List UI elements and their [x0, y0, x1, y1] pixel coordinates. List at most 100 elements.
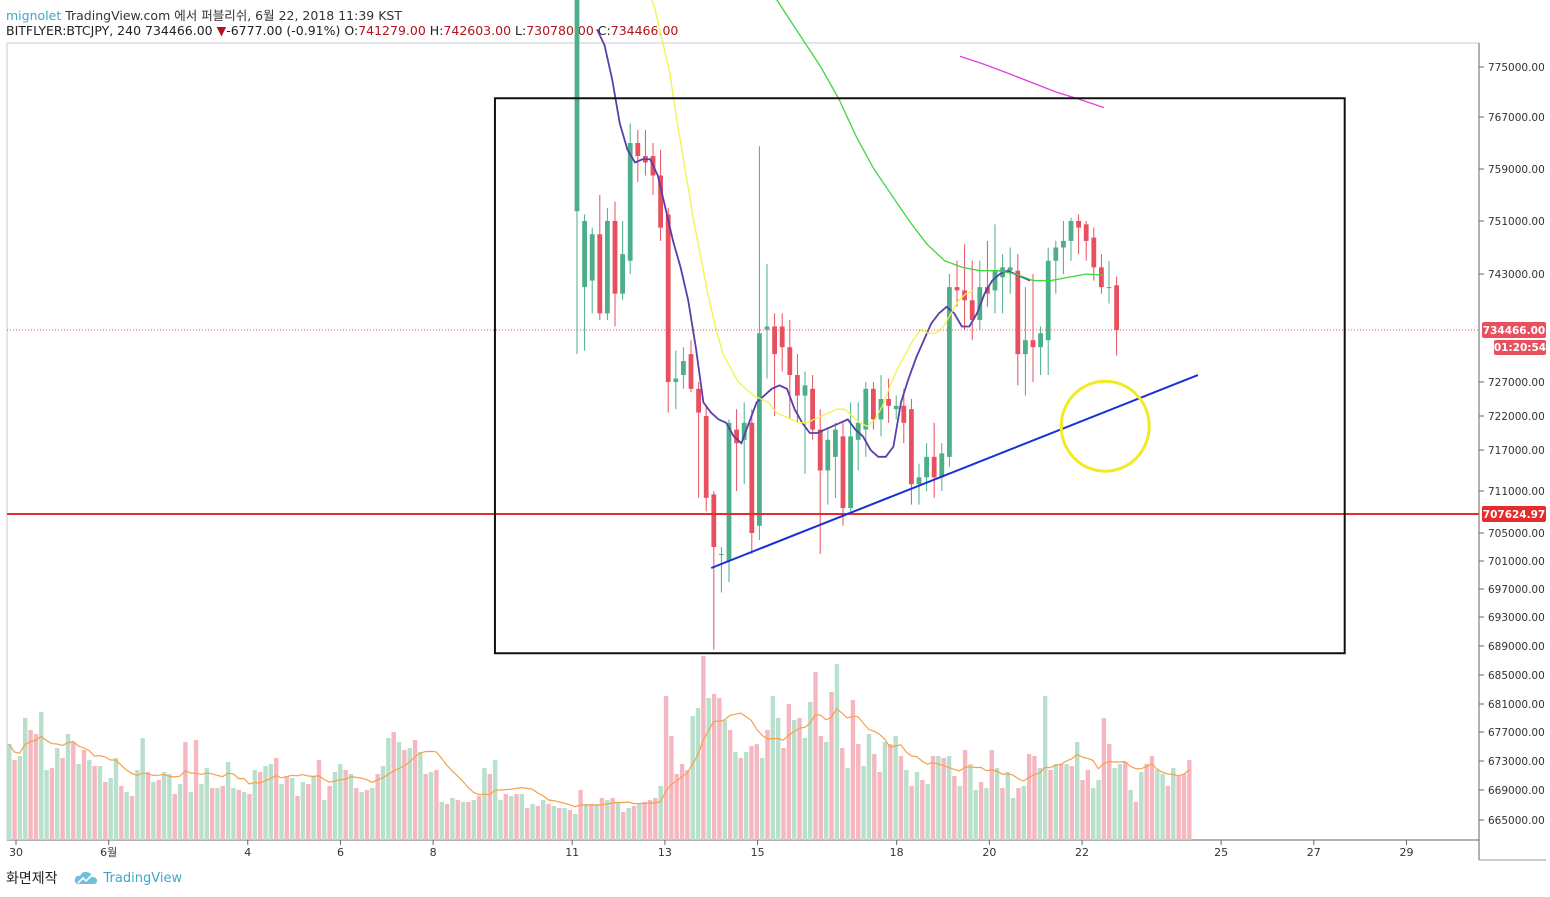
volume-bar — [450, 798, 455, 840]
candle-body — [810, 388, 815, 430]
volume-bar — [1069, 766, 1075, 840]
volume-bar — [300, 782, 306, 840]
volume-bar — [193, 740, 199, 840]
volume-bar — [439, 802, 444, 840]
volume-bar — [615, 802, 621, 840]
volume-bar — [1123, 762, 1128, 840]
volume-bar — [1128, 790, 1133, 840]
volume-bar — [209, 788, 215, 840]
volume-bar — [1021, 786, 1026, 840]
time-tick-label: 15 — [751, 846, 765, 859]
moving-average-line — [959, 55, 1105, 109]
candle — [886, 378, 891, 423]
volume-bar — [1080, 780, 1085, 840]
volume-bar — [204, 768, 209, 840]
volume-bar — [407, 748, 412, 840]
candle-body — [1099, 267, 1104, 288]
candle — [1053, 240, 1059, 294]
volume-bar — [1107, 744, 1112, 840]
candle-body — [848, 436, 853, 509]
candle-body — [711, 494, 717, 547]
volume-bar — [962, 750, 968, 840]
volume-bar — [973, 790, 978, 840]
volume-bar — [71, 742, 76, 840]
volume-bar — [39, 712, 44, 840]
volume-bar — [775, 718, 781, 840]
candle — [1007, 247, 1013, 294]
volume-bar — [375, 774, 380, 840]
volume-bar — [476, 796, 482, 840]
volume-bar — [1171, 768, 1176, 840]
volume-bar — [124, 792, 129, 840]
candle — [749, 409, 755, 554]
volume-bar — [364, 790, 370, 840]
volume-bar — [1026, 754, 1032, 840]
volume-bar — [332, 772, 338, 840]
volume-bar — [1176, 776, 1181, 840]
volume-bar — [882, 742, 888, 840]
volume-bar — [284, 776, 290, 840]
volume-bar — [81, 750, 87, 840]
price-tick-label: 685000.00 — [1488, 670, 1545, 682]
volume-bar — [92, 766, 97, 840]
chart-axes — [6, 42, 1546, 861]
price-chart[interactable]: 775000.00 767000.00 759000.00 751000.00 7430… — [0, 0, 1550, 865]
candle-body — [817, 429, 823, 471]
candle-body — [1083, 224, 1089, 241]
volume-bar — [578, 790, 583, 840]
moving-averages — [596, 0, 1105, 458]
volume-bar — [968, 764, 973, 840]
author-name[interactable]: mignolet — [6, 8, 62, 23]
candle — [696, 382, 701, 498]
candle-body — [969, 300, 975, 320]
volume-bar — [380, 766, 386, 840]
candle — [901, 388, 907, 444]
candle — [817, 409, 823, 554]
volume-bar — [781, 748, 786, 840]
countdown-text: 01:20:54 — [1494, 342, 1546, 354]
volume-bar — [65, 734, 71, 840]
candle — [939, 443, 945, 491]
volume-bar — [738, 758, 743, 840]
time-tick-label: 18 — [890, 846, 904, 859]
candle-body — [696, 388, 701, 413]
volume-bar — [669, 736, 674, 840]
price-tick-label: 705000.00 — [1488, 528, 1545, 540]
candle-body — [954, 287, 960, 291]
volume-bar — [257, 772, 263, 840]
candle — [703, 405, 709, 512]
volume-bar — [295, 796, 300, 840]
volume-bar — [621, 812, 626, 840]
cloud-icon — [74, 871, 97, 884]
volume-bar — [898, 756, 904, 840]
candle-body — [734, 429, 739, 444]
candle — [643, 130, 648, 176]
candle — [931, 422, 937, 498]
tradingview-logo[interactable]: TradingView — [74, 871, 182, 886]
volume-bar — [989, 750, 994, 840]
candle-body — [947, 287, 952, 457]
volume-bar — [984, 788, 989, 840]
volume-bar — [49, 768, 55, 840]
volume-bar — [252, 770, 258, 840]
candle — [757, 146, 762, 540]
volume-bar — [487, 774, 492, 840]
volume-bar — [946, 756, 952, 840]
volume-bar — [151, 782, 156, 840]
candle — [719, 547, 724, 593]
candle — [825, 429, 831, 505]
time-tick-label: 30 — [9, 846, 23, 859]
candle — [779, 313, 785, 372]
candle-body — [992, 270, 998, 291]
footer: 화면제작 TradingView — [6, 868, 182, 888]
volume-bar — [679, 764, 685, 840]
candle-body — [1030, 340, 1036, 348]
price-tick-label: 775000.00 — [1488, 62, 1545, 74]
last-price-tag-text: 734466.00 — [1483, 325, 1545, 337]
volume-bar — [637, 804, 642, 840]
volume-bar — [466, 802, 471, 840]
plot-frame — [6, 42, 1480, 841]
countdown-tag: 01:20:54 — [1494, 340, 1546, 355]
price-tick-label: 767000.00 — [1488, 112, 1545, 124]
volume-bar — [877, 772, 882, 840]
